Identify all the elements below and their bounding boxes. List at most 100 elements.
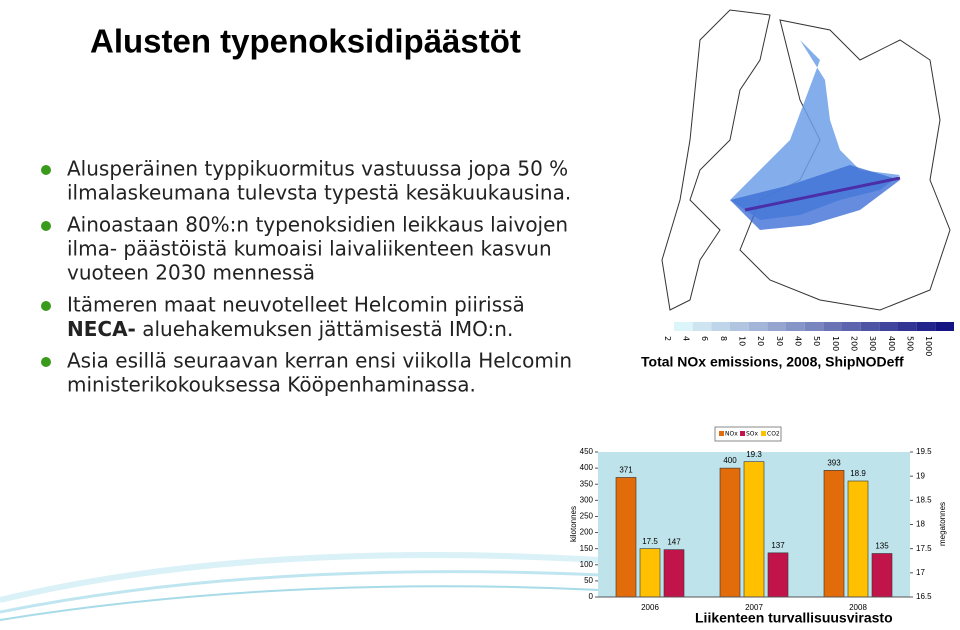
scale-label: 200 [850, 336, 859, 351]
y-tick-label: 100 [580, 560, 594, 569]
scale-swatch [674, 322, 693, 331]
bullet-text: Itämeren maat neuvotelleet Helcomin piir… [67, 293, 525, 317]
scale-swatch [786, 322, 805, 331]
bar [767, 552, 789, 598]
scale-label: 50 [812, 336, 821, 346]
bar [615, 477, 637, 598]
bullet-dot [41, 221, 51, 231]
y-tick-label: 350 [580, 479, 594, 488]
x-tick-label: 2007 [745, 603, 763, 612]
scale-swatch [804, 322, 824, 331]
scale-swatch [692, 322, 712, 331]
value-label: 147 [667, 538, 681, 547]
y2-tick-label: 18 [916, 520, 925, 529]
x-tick-label: 2006 [641, 603, 659, 612]
y-tick-label: 450 [580, 447, 594, 456]
y-tick-label: 250 [580, 512, 594, 521]
y2-tick-label: 17.5 [916, 544, 932, 553]
value-label: 19.3 [746, 450, 762, 459]
scale-swatch [711, 322, 730, 331]
value-label: 18.9 [850, 469, 866, 478]
y-axis-label: kilotonnes [569, 506, 578, 542]
scale-swatch [860, 322, 880, 331]
bullet-text: Ainoastaan 80%:n typenoksidien leikkaus … [67, 213, 568, 237]
value-label: 17.5 [642, 537, 658, 546]
scale-swatch [879, 322, 898, 331]
legend-label: SOx [746, 431, 759, 438]
scale-label: 500 [906, 336, 915, 351]
bullet-dot [41, 357, 51, 367]
bar [871, 553, 893, 598]
y2-tick-label: 19.5 [916, 447, 932, 456]
scale-label: 30 [775, 336, 784, 346]
scale-swatch [916, 322, 936, 331]
y-tick-label: 400 [580, 463, 594, 472]
scale-label: 4 [682, 336, 691, 341]
scale-label: 6 [700, 336, 709, 341]
bullet-text: Asia esillä seuraavan kerran ensi viikol… [67, 349, 572, 373]
y-tick-label: 50 [584, 576, 593, 585]
legend-swatch [761, 431, 766, 436]
scale-swatch [730, 322, 749, 331]
x-tick-label: 2008 [849, 603, 867, 612]
y-tick-label: 300 [580, 495, 594, 504]
scale-label: 10 [738, 336, 747, 346]
bullet-rest: aluehakemuksen jättämisestä IMO:n. [136, 317, 513, 341]
bar [719, 467, 741, 598]
bar [639, 548, 661, 598]
map-scale: 2 4 6 8 10 20 30 40 50 100 200 300 400 500 1000 [663, 322, 954, 356]
scale-label: 300 [868, 336, 877, 351]
value-label: 393 [827, 458, 841, 467]
y2-axis-label: megatonnes [938, 502, 947, 546]
y-tick-label: 0 [589, 592, 594, 601]
bullet-text: vuoteen 2030 mennessä [67, 261, 315, 285]
value-label: 400 [723, 456, 737, 465]
scale-label: 8 [719, 336, 728, 341]
y-tick-label: 150 [580, 544, 594, 553]
map-caption: Total NOx emissions, 2008, ShipNODeff [641, 354, 904, 370]
bar [663, 549, 685, 598]
bar [847, 480, 869, 598]
legend-swatch [740, 431, 745, 436]
bullet-text: NECA- aluehakemuksen jättämisestä IMO:n. [67, 317, 513, 341]
legend-box [714, 426, 782, 442]
scale-label: 400 [887, 336, 896, 351]
footer: Liikenteen turvallisuusvirasto [695, 610, 893, 626]
y2-tick-label: 19 [916, 471, 925, 480]
scale-swatch [898, 322, 917, 331]
scale-swatch [748, 322, 768, 331]
bullet-dot [41, 165, 51, 175]
value-label: 137 [771, 541, 785, 550]
scale-swatch [935, 322, 954, 331]
y-tick-label: 200 [580, 528, 594, 537]
scale-label: 2 [663, 336, 672, 341]
value-label: 371 [619, 466, 633, 475]
scale-swatch [842, 322, 861, 331]
scale-swatch [823, 322, 842, 331]
y2-tick-label: 16.5 [916, 592, 932, 601]
bold-term: NECA- [67, 317, 136, 341]
swoosh [0, 552, 601, 621]
title: Alusten typenoksidipäästöt [90, 23, 521, 60]
scale-swatch [767, 322, 786, 331]
bullet-text: ilmalaskeumana tulevsta typestä kesäkuuk… [67, 181, 571, 205]
value-label: 135 [875, 542, 889, 551]
bar [743, 461, 765, 598]
y2-tick-label: 18.5 [916, 495, 932, 504]
scale-label: 100 [831, 336, 840, 351]
scale-label: 40 [794, 336, 803, 346]
scale-label: 20 [756, 336, 765, 346]
legend-swatch [719, 431, 724, 436]
bar [823, 470, 845, 598]
scale-label: 1000 [924, 336, 933, 356]
y2-tick-label: 17 [916, 568, 925, 577]
bullet-text: ilma- päästöistä kumoaisi laivaliikentee… [67, 237, 552, 261]
map [661, 5, 954, 317]
legend-label: NOx [725, 431, 738, 438]
bullet-dot [41, 301, 51, 311]
bullet-text: Alusperäinen typpikuormitus vastuussa jo… [67, 157, 568, 181]
bullet-text: ministerikokouksessa Kööpenhaminassa. [67, 373, 476, 397]
legend-label: CO2 [767, 431, 780, 438]
